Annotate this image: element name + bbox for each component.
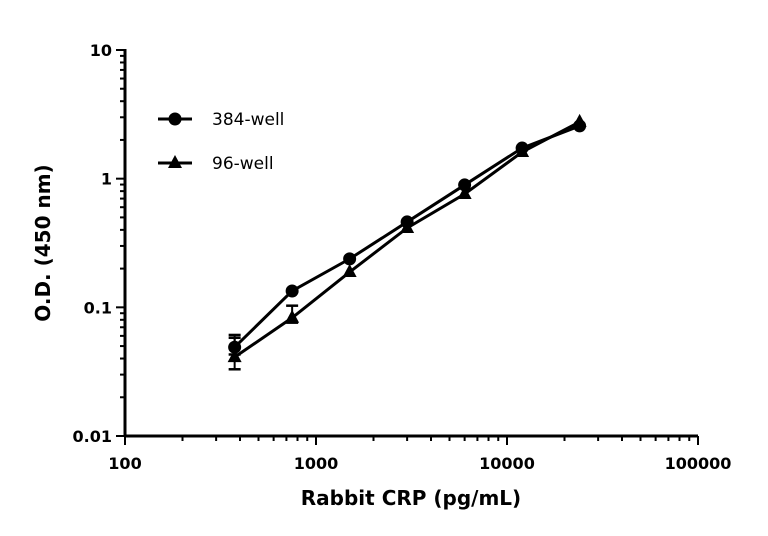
legend-marker-circle: [168, 112, 182, 126]
x-tick-label: 100: [108, 454, 141, 473]
series-line: [233, 124, 581, 349]
legend: 384-well 96-well: [158, 110, 284, 174]
data-point: [285, 309, 300, 323]
x-tick-label: 10000: [479, 454, 535, 473]
data-point: [458, 178, 472, 192]
data-point: [515, 144, 530, 158]
y-tick-label: 0.1: [84, 298, 112, 317]
axes: 100 1000 10000 100000 0.01 0.1 1 10: [73, 41, 732, 473]
y-axis-label: O.D. (450 nm): [31, 164, 55, 321]
legend-label: 96-well: [212, 154, 274, 174]
data-point: [285, 284, 299, 298]
legend-marker-triangle: [168, 155, 182, 168]
data-point: [342, 264, 357, 278]
legend-label: 384-well: [212, 110, 284, 130]
data-point: [400, 219, 415, 233]
data-point: [343, 252, 357, 266]
series-384-well: [228, 119, 587, 356]
y-tick-label: 10: [90, 41, 112, 60]
data-point: [227, 349, 242, 363]
series-96-well: [227, 113, 587, 371]
plot-area: [227, 113, 587, 371]
data-point: [457, 186, 472, 200]
y-tick-label: 1: [101, 170, 112, 189]
y-tick-label: 0.01: [73, 427, 112, 446]
x-tick-label: 1000: [294, 454, 339, 473]
data-point: [572, 113, 587, 127]
x-axis-label: Rabbit CRP (pg/mL): [301, 486, 521, 510]
x-tick-label: 100000: [665, 454, 732, 473]
